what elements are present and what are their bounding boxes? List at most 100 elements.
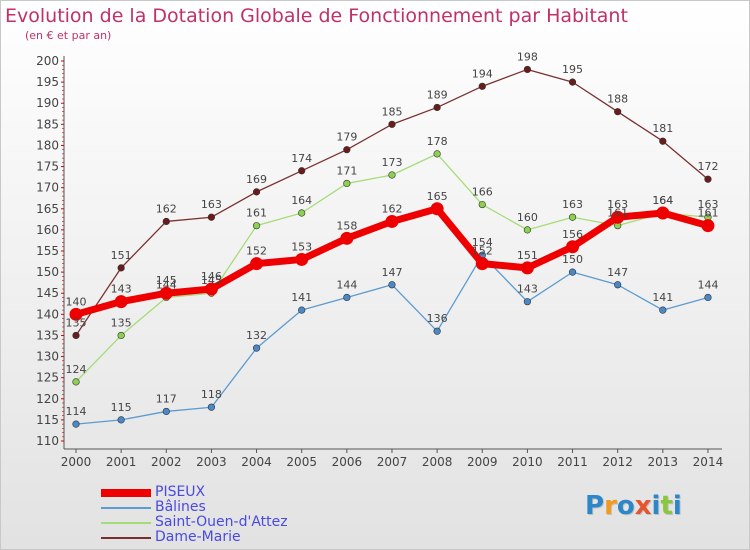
data-point-1 (704, 293, 712, 302)
y-tick-label: 175 (36, 160, 59, 174)
y-tick-label: 160 (36, 223, 59, 237)
data-point-0 (69, 307, 83, 321)
data-point-3 (614, 108, 622, 116)
x-tick-label: 2007 (377, 455, 408, 469)
legend-label-dame-marie: Dame-Marie (155, 529, 241, 545)
data-label-0: 158 (336, 219, 357, 232)
legend-label-piseux: PISEUX (155, 484, 206, 500)
data-label-3: 174 (291, 152, 312, 165)
legend-label-saint-ouen: Saint-Ouen-d'Attez (155, 514, 288, 530)
data-point-2 (117, 331, 125, 340)
data-point-2 (523, 226, 532, 234)
data-label-3: 169 (246, 173, 267, 186)
data-label-2: 161 (246, 207, 267, 220)
data-label-0: 151 (517, 249, 538, 262)
data-point-3 (478, 82, 486, 90)
data-point-2 (252, 222, 261, 230)
data-label-0: 156 (562, 228, 583, 241)
data-label-3: 188 (607, 93, 628, 106)
data-label-2: 166 (472, 186, 493, 199)
data-point-1 (523, 298, 532, 306)
data-point-1 (343, 293, 351, 302)
x-tick-label: 2010 (512, 455, 543, 469)
data-point-1 (117, 416, 125, 424)
x-tick-label: 2001 (106, 455, 137, 469)
data-label-2: 163 (697, 198, 718, 211)
data-point-0 (385, 214, 399, 228)
proxiti-logo: Proxiti (585, 491, 682, 521)
data-label-0: 162 (381, 202, 402, 215)
data-label-1: 154 (472, 236, 493, 249)
data-label-3: 172 (697, 160, 718, 173)
data-label-1: 132 (246, 329, 267, 342)
x-tick-label: 2006 (332, 455, 363, 469)
y-tick-label: 130 (36, 350, 59, 364)
data-label-1: 115 (111, 401, 132, 414)
data-point-0 (656, 206, 670, 220)
data-label-1: 136 (427, 312, 448, 325)
data-point-0 (250, 257, 264, 271)
data-label-0: 164 (652, 194, 673, 207)
data-point-3 (72, 331, 80, 340)
x-tick-label: 2004 (241, 455, 272, 469)
data-label-3: 151 (111, 249, 132, 262)
data-point-2 (478, 200, 486, 209)
legend-swatch-saint-ouen (101, 522, 151, 524)
y-tick-label: 110 (36, 434, 59, 448)
data-point-2 (298, 209, 306, 217)
data-label-0: 145 (156, 274, 177, 287)
data-point-0 (566, 240, 580, 254)
data-point-1 (72, 420, 80, 428)
y-tick-label: 150 (36, 265, 59, 279)
data-label-2: 173 (381, 156, 402, 169)
data-point-0 (430, 202, 444, 216)
data-label-3: 194 (472, 67, 493, 80)
x-tick-label: 2003 (196, 455, 227, 469)
data-label-3: 162 (156, 202, 177, 215)
data-point-1 (298, 306, 306, 314)
legend-label-balines: Bâlines (155, 499, 206, 515)
data-point-3 (659, 137, 667, 145)
data-label-2: 124 (66, 363, 87, 376)
y-tick-label: 195 (36, 75, 59, 89)
data-label-2: 160 (517, 211, 538, 224)
data-label-1: 144 (336, 278, 357, 291)
data-label-0: 161 (697, 207, 718, 220)
y-tick-label: 190 (36, 96, 59, 110)
data-label-3: 181 (652, 122, 673, 135)
y-tick-label: 185 (36, 117, 59, 131)
data-label-2: 161 (607, 207, 628, 220)
x-tick-label: 2009 (467, 455, 498, 469)
data-point-0 (114, 295, 128, 309)
data-label-0: 152 (472, 245, 493, 258)
y-tick-label: 180 (36, 138, 59, 152)
data-point-1 (252, 344, 261, 352)
data-label-3: 185 (381, 105, 402, 118)
data-label-2: 163 (562, 198, 583, 211)
data-label-3: 179 (336, 131, 357, 144)
data-point-3 (298, 167, 306, 175)
data-label-0: 146 (201, 270, 222, 283)
data-point-0 (340, 231, 354, 245)
data-label-1: 150 (562, 253, 583, 266)
x-tick-label: 2013 (648, 455, 679, 469)
data-point-3 (523, 65, 532, 74)
data-label-2: 164 (652, 194, 673, 207)
y-tick-label: 155 (36, 244, 59, 258)
data-point-2 (343, 179, 351, 188)
x-tick-label: 2002 (151, 455, 182, 469)
data-point-2 (433, 150, 441, 158)
x-tick-label: 2008 (422, 455, 453, 469)
data-label-1: 117 (156, 392, 177, 405)
data-label-2: 178 (427, 135, 448, 148)
data-point-3 (388, 120, 396, 128)
data-point-3 (433, 103, 441, 112)
data-label-1: 141 (652, 291, 673, 304)
data-label-0: 140 (66, 295, 87, 308)
x-tick-label: 2000 (61, 455, 92, 469)
data-label-0: 152 (246, 245, 267, 258)
data-label-1: 143 (517, 283, 538, 296)
data-point-1 (162, 407, 170, 416)
